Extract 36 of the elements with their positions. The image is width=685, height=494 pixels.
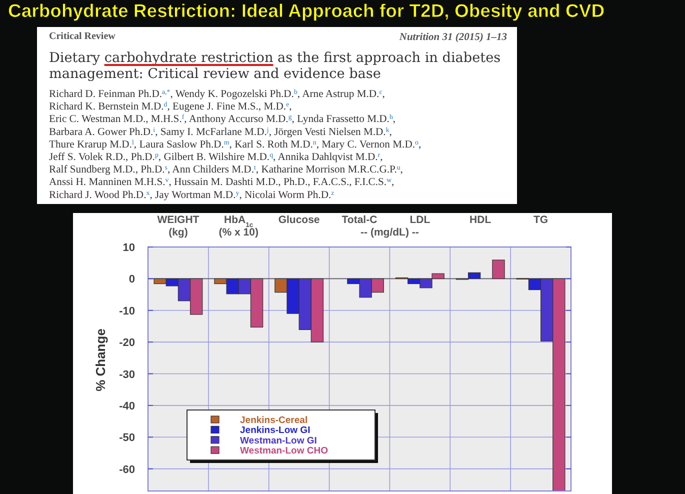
text: Richard D. Feinman Ph.D.$^{a,*}$, Wendy K. Pogozelski Ph.D.$^{b}$, Arne Astrup M.D.$^{c}$, [49, 88, 385, 100]
y-tick-label: 10 [122, 242, 135, 254]
text: Nutrition 31 (2015) 1–13 [398, 32, 507, 43]
x-tick-label: TG [533, 214, 548, 226]
y-tick-label: -20 [119, 337, 135, 350]
text: management: Critical review and evidence base [49, 66, 381, 82]
y-tick-label: -40 [119, 400, 135, 412]
text: Jeff S. Volek R.D., Ph.D.$^{p}$, Gilbert B. Wilshire M.D.$^{q}$, Annika Dahlqvist M.D.$^{r}$, [49, 152, 383, 163]
y-tick-label: -10 [119, 305, 135, 318]
chart-title: Carbohydrate Restriction: Ideal Approach for T2D, Obesity and CVD [8, 0, 605, 21]
text: Richard J. Wood Ph.D.$^{x}$, Jay Wortman M.D.$^{y}$, Nicolai Worm Ph.D.$^{z}$ [49, 189, 334, 201]
text: Eric C. Westman M.D., M.H.S.$^{f}$, Anthony Accurso M.D.$^{g}$, Lynda Frassetto M.D.$^{h}$, [49, 114, 396, 126]
text: Anssi H. Manninen M.H.S.$^{v}$, Hussain M. Dashti M.D., Ph.D., F.A.C.S., F.I.C.S.$^{w}$, [49, 176, 394, 188]
text: Ralf Sundberg M.D., Ph.D.$^{s}$, Ann Childers M.D.$^{t}$, Katharine Morrison M.R.C.G.P.$^{u}$, [49, 164, 403, 176]
x-tick-label: HbA$_{1c}$ (% x 10) [218, 214, 258, 238]
text: Barbara A. Gower Ph.D.$^{i}$, Samy I. McFarlane M.D.$^{j}$, Jörgen Vesti Nielsen M.D.$^{k}$, [49, 126, 392, 138]
x-tick-label: Glucose [278, 214, 320, 226]
y-axis-title: % Change [93, 328, 108, 392]
text: Dietary carbohydrate restriction as the first approach in diabetes [49, 50, 501, 66]
y-tick-label: 0 [128, 274, 135, 286]
legend-label: Jenkins-Low GI [240, 425, 310, 436]
x-tick-label: HDL [470, 214, 492, 226]
x-tick-label: Total-C [342, 214, 378, 226]
text: Critical Review [49, 31, 116, 42]
legend-label: Westman-Low GI [240, 435, 317, 446]
y-tick-label: -30 [119, 368, 135, 381]
y-tick-label: -60 [119, 464, 135, 476]
x-tick-label: WEIGHT (kg) [157, 214, 200, 238]
y-tick-label: -50 [119, 432, 135, 444]
legend-label: Westman-Low CHO [240, 446, 328, 457]
text: -- (mg/dL) -- [360, 226, 420, 238]
text: Thure Krarup M.D.$^{l}$, Laura Saslow Ph.D.$^{m}$, Karl S. Roth M.D.$^{n}$, Mary C. Vernon M.D.$^{o}$, [49, 138, 422, 150]
x-tick-label: LDL [410, 214, 431, 226]
legend-label: Jenkins-Cereal [240, 415, 308, 426]
bar [492, 260, 505, 279]
text: Richard K. Bernstein M.D.$^{d}$, Eugene J. Fine M.S., M.D.$^{e}$, [49, 101, 292, 113]
